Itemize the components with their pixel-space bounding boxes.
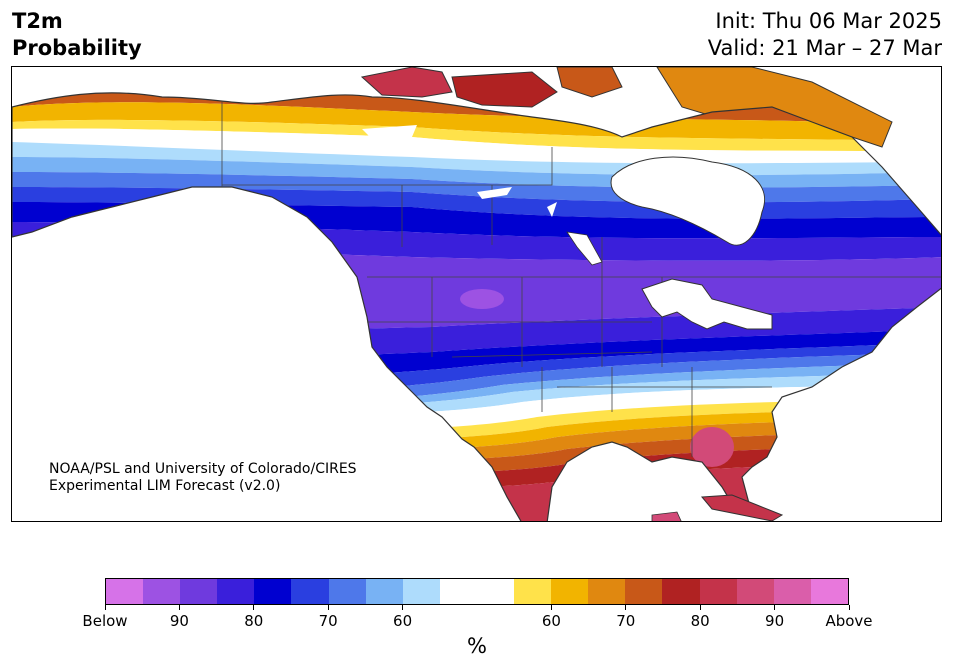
great-slave-lake [477, 187, 512, 199]
credit-line-2: Experimental LIM Forecast (v2.0) [49, 478, 281, 494]
arctic-island-3 [556, 67, 623, 98]
credit-line-1: NOAA/PSL and University of Colorado/CIRE… [49, 461, 357, 477]
colorbar-tick-label: Above [825, 612, 873, 630]
colorbar-tick [625, 605, 627, 610]
colorbar-segment-19 [810, 579, 848, 604]
colorbar-tick-label: 80 [690, 612, 710, 630]
colorbar-tick [178, 605, 180, 610]
colorbar-segment-16 [699, 579, 737, 604]
colorbar-tick [774, 605, 776, 610]
lake-winnipeg [566, 231, 603, 266]
valid-date: Valid: 21 Mar – 27 Mar [707, 36, 942, 60]
hispaniola [651, 511, 682, 521]
colorbar [105, 578, 849, 605]
colorbar-tick [327, 605, 329, 610]
colorbar-tick [253, 605, 255, 610]
colorbar-tick [402, 605, 404, 610]
colorbar-segment-5 [291, 579, 329, 604]
arctic-island-2 [451, 71, 558, 108]
colorbar-tick-label: 90 [169, 612, 189, 630]
colorbar-tick-label: Below [82, 612, 128, 630]
arctic-white-patch [362, 125, 417, 139]
colorbar-segment-7 [365, 579, 403, 604]
colorbar-segment-1 [143, 579, 181, 604]
colorbar-tick [104, 605, 106, 610]
colorbar-segment-15 [662, 579, 700, 604]
colorbar-tick-label: 70 [616, 612, 636, 630]
colorbar-segment-9 [439, 579, 477, 604]
colorbar-tick-label: 90 [765, 612, 785, 630]
probability-map-svg [12, 67, 941, 521]
colorbar-segment-3 [217, 579, 255, 604]
great-lakes [641, 278, 773, 330]
colorbar-tick-label: 60 [541, 612, 561, 630]
colorbar-segment-11 [514, 579, 552, 604]
colorbar-tick-label: 80 [244, 612, 264, 630]
arctic-island-1 [360, 67, 453, 98]
political-boundaries [221, 102, 941, 457]
colorbar-segment-6 [328, 579, 366, 604]
colorbar-segment-2 [180, 579, 218, 604]
colorbar-segment-17 [736, 579, 774, 604]
colorbar-tick [699, 605, 701, 610]
title-block: T2m Probability [12, 8, 142, 62]
colorbar-segment-14 [625, 579, 663, 604]
cuba [700, 494, 784, 521]
init-date: Init: Thu 06 Mar 2025 [715, 9, 942, 33]
colorbar-segment-0 [106, 579, 144, 604]
colorbar-tick [848, 605, 850, 610]
colorbar-segment-13 [588, 579, 626, 604]
colorbar-segment-18 [773, 579, 811, 604]
colorbar-segment-8 [402, 579, 440, 604]
colorbar-tick-label: 60 [393, 612, 413, 630]
hudson-bay [610, 156, 765, 246]
variable-title: T2m [12, 9, 63, 33]
lake-manitoba [547, 202, 557, 217]
colorbar-segment-4 [254, 579, 292, 604]
colorbar-tick-label: 70 [318, 612, 338, 630]
product-title: Probability [12, 36, 142, 60]
date-block: Init: Thu 06 Mar 2025 Valid: 21 Mar – 27… [708, 8, 942, 62]
colorbar-unit: % [467, 634, 487, 658]
colorbar-segment-12 [551, 579, 589, 604]
forecast-map [11, 66, 942, 522]
colorbar-tick [550, 605, 552, 610]
credit-text: NOAA/PSL and University of Colorado/CIRE… [49, 461, 357, 495]
probability-bands [12, 92, 941, 521]
colorbar-segment-10 [476, 579, 515, 604]
coastline [12, 92, 941, 521]
